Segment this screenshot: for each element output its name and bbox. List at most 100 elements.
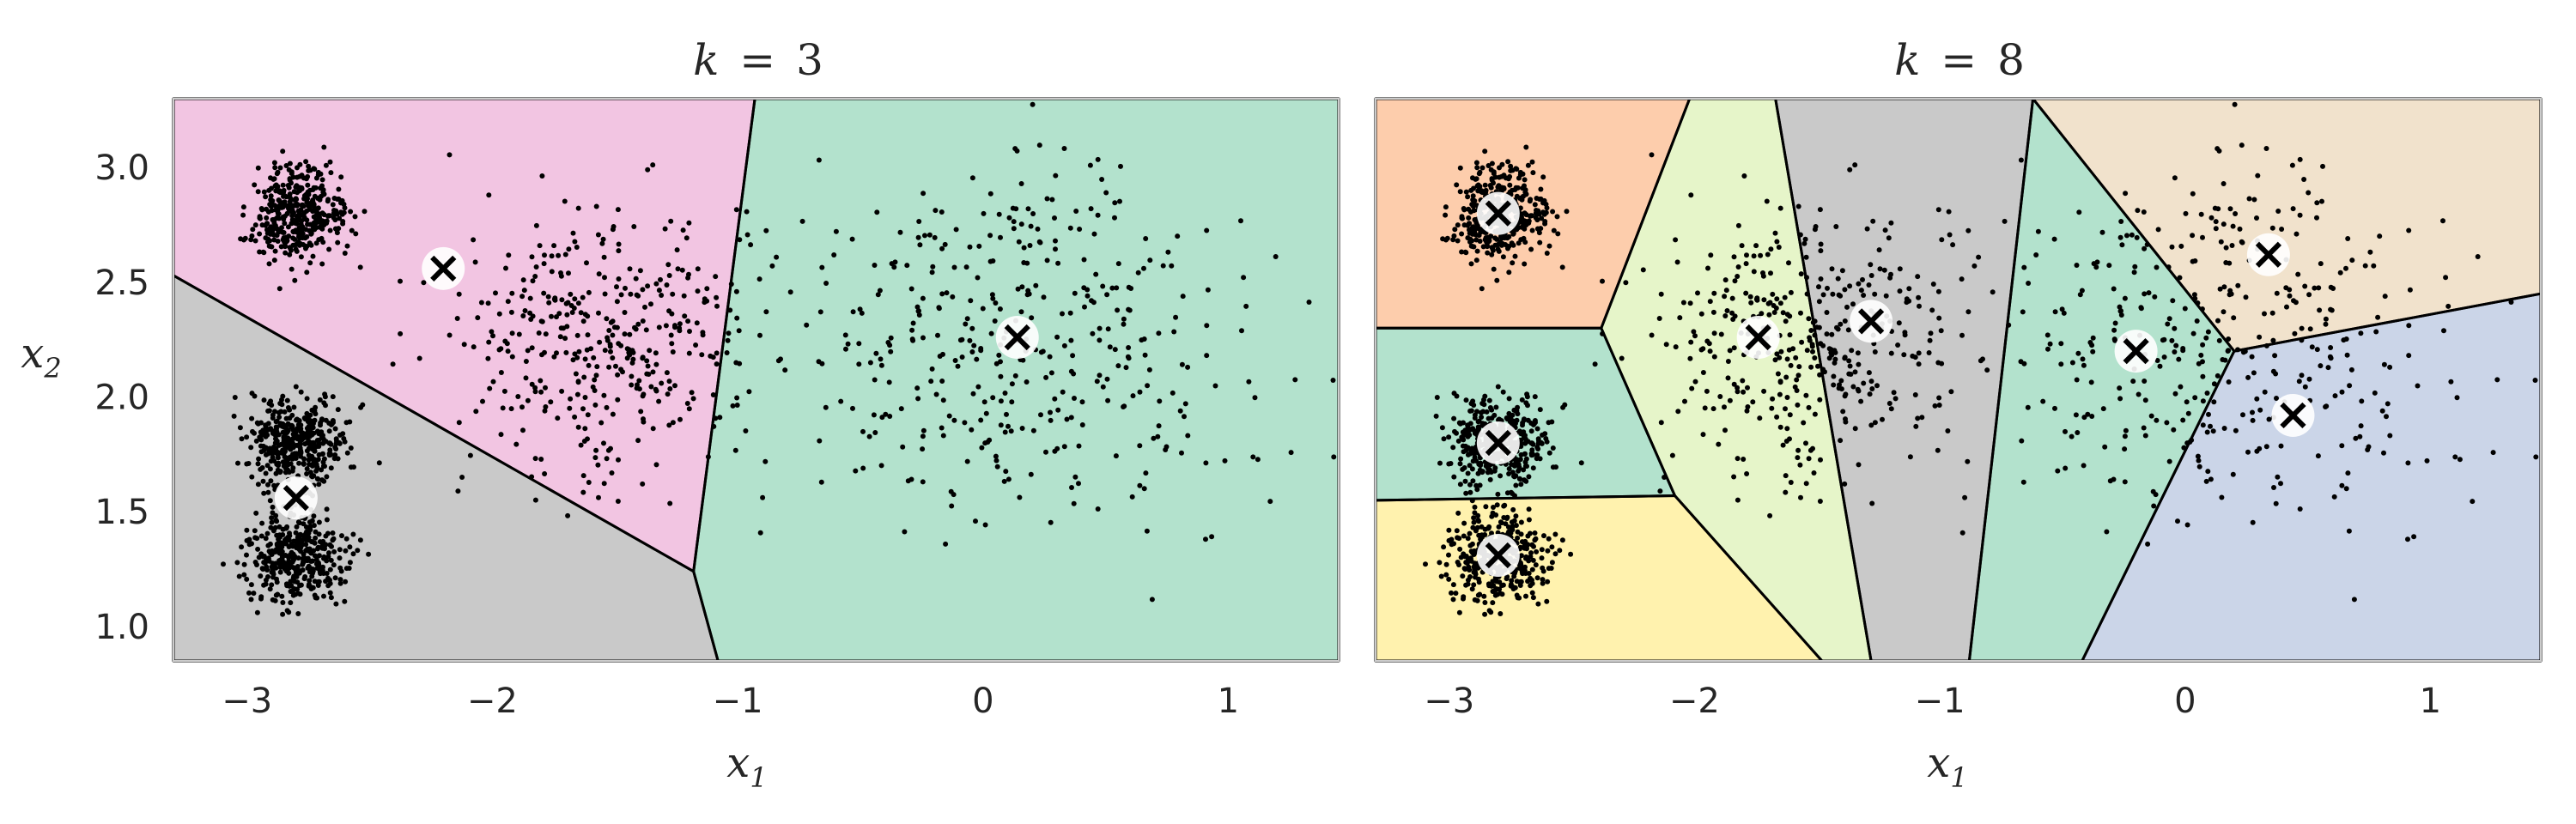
data-point bbox=[1546, 536, 1552, 542]
data-point bbox=[2266, 416, 2272, 422]
data-point bbox=[602, 275, 607, 281]
data-point bbox=[1487, 476, 1493, 482]
data-point bbox=[263, 536, 269, 542]
data-point bbox=[1842, 355, 1848, 361]
data-point bbox=[240, 212, 246, 218]
data-point bbox=[1121, 321, 1127, 327]
data-point bbox=[295, 555, 301, 561]
data-point bbox=[324, 506, 330, 512]
data-point bbox=[303, 524, 309, 530]
data-point bbox=[1688, 192, 1694, 198]
data-point bbox=[313, 468, 319, 474]
data-point bbox=[342, 598, 348, 604]
data-point bbox=[2122, 433, 2128, 439]
title-equals-sign: = bbox=[739, 35, 775, 85]
data-point bbox=[1689, 385, 1695, 391]
data-point bbox=[266, 243, 272, 249]
data-point bbox=[680, 227, 686, 233]
data-point bbox=[355, 548, 361, 554]
data-point bbox=[1858, 398, 1864, 404]
data-point bbox=[2262, 389, 2268, 395]
data-point bbox=[297, 448, 303, 454]
data-point bbox=[629, 360, 635, 366]
data-point bbox=[273, 470, 279, 476]
data-point bbox=[295, 591, 301, 597]
data-point bbox=[1091, 300, 1097, 306]
data-point bbox=[856, 361, 862, 367]
data-point bbox=[542, 252, 547, 258]
data-point bbox=[920, 191, 927, 197]
data-point bbox=[916, 219, 922, 224]
data-point bbox=[337, 577, 343, 583]
data-point bbox=[276, 188, 283, 194]
data-point bbox=[1073, 209, 1079, 214]
data-point bbox=[1761, 297, 1767, 303]
data-point bbox=[1820, 292, 1826, 298]
data-point bbox=[2216, 148, 2222, 154]
data-point bbox=[1522, 226, 1528, 232]
data-point bbox=[290, 174, 296, 180]
data-point bbox=[1753, 243, 1759, 249]
data-point bbox=[1840, 409, 1846, 415]
data-point bbox=[231, 413, 237, 419]
data-point bbox=[1522, 564, 1528, 570]
data-point bbox=[1508, 163, 1514, 169]
data-point bbox=[585, 412, 591, 418]
data-point bbox=[2381, 361, 2387, 367]
centroid-marker bbox=[2114, 330, 2158, 373]
data-point bbox=[2182, 306, 2188, 312]
data-point bbox=[2339, 443, 2345, 449]
data-point bbox=[2210, 428, 2216, 434]
data-point bbox=[321, 191, 327, 197]
data-point bbox=[1491, 588, 1497, 594]
data-point bbox=[2059, 306, 2065, 312]
data-point bbox=[295, 519, 301, 525]
data-point bbox=[1531, 543, 1536, 549]
data-point bbox=[290, 242, 296, 248]
data-point bbox=[473, 409, 479, 415]
centroids-k3 bbox=[274, 246, 1039, 520]
data-point bbox=[1482, 600, 1488, 605]
data-point bbox=[1518, 561, 1524, 567]
data-point bbox=[306, 452, 312, 458]
data-point bbox=[308, 586, 314, 591]
data-point bbox=[1082, 304, 1087, 310]
data-point bbox=[1479, 286, 1485, 292]
data-point bbox=[1522, 261, 1528, 267]
data-point bbox=[252, 560, 258, 565]
data-point bbox=[1504, 574, 1510, 579]
data-point bbox=[2231, 315, 2237, 321]
data-point bbox=[2021, 360, 2027, 367]
data-point bbox=[2198, 352, 2204, 358]
data-point bbox=[2251, 197, 2257, 203]
data-point bbox=[1112, 200, 1118, 206]
data-point bbox=[1017, 494, 1023, 500]
data-point bbox=[398, 278, 403, 284]
data-point bbox=[1464, 432, 1470, 437]
data-point bbox=[831, 252, 837, 258]
data-point bbox=[636, 386, 642, 392]
data-point bbox=[2387, 364, 2393, 370]
data-point bbox=[2319, 198, 2324, 204]
data-point bbox=[593, 203, 599, 209]
data-point bbox=[2052, 309, 2058, 315]
data-point bbox=[2079, 288, 2085, 294]
data-point bbox=[2142, 433, 2148, 439]
data-point bbox=[2269, 225, 2275, 231]
data-point bbox=[307, 167, 313, 173]
data-point bbox=[1027, 243, 1033, 248]
data-point bbox=[1149, 597, 1155, 603]
data-point bbox=[1872, 420, 1878, 426]
data-point bbox=[1455, 535, 1461, 541]
data-point bbox=[1165, 249, 1171, 255]
y-tick-labels-k3: 1.01.52.02.53.0 bbox=[94, 148, 149, 647]
data-point bbox=[1532, 530, 1538, 536]
data-point bbox=[917, 242, 923, 248]
data-point bbox=[1824, 310, 1830, 315]
data-point bbox=[271, 258, 277, 264]
data-point bbox=[1784, 426, 1790, 432]
data-point bbox=[2257, 407, 2263, 413]
data-point bbox=[271, 237, 277, 243]
data-point bbox=[615, 207, 621, 213]
data-point bbox=[1784, 395, 1790, 400]
